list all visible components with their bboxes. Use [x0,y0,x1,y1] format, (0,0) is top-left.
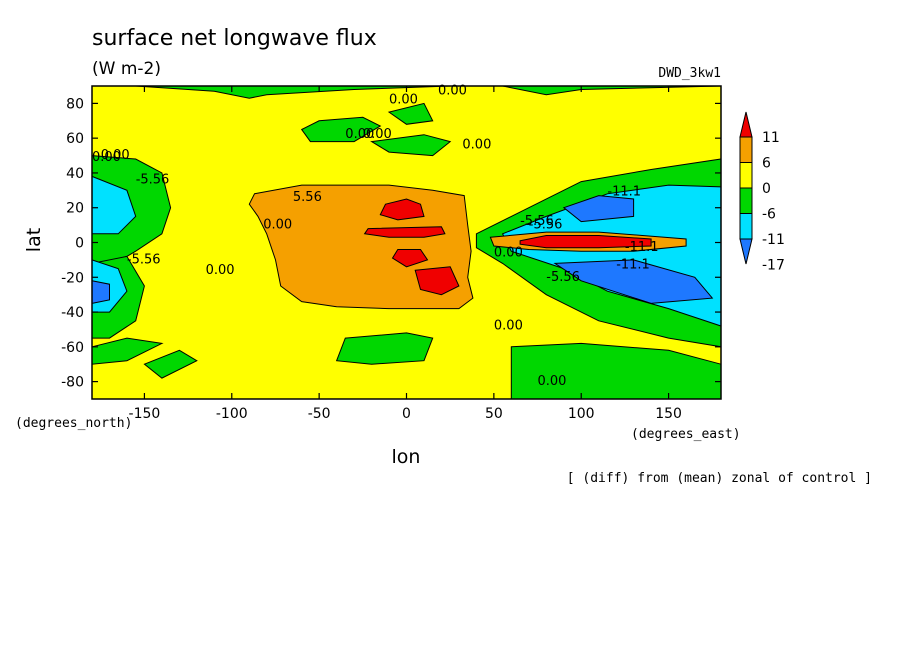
contour-label: -11.1 [625,240,659,255]
colorbar-label: -17 [762,258,785,274]
contour-label: 0.00 [101,148,130,163]
y-tick-label: -20 [61,270,84,286]
chart-title: surface net longwave flux [92,26,377,51]
y-unit-label: (degrees_north) [15,416,132,431]
contour-region-4 [414,266,460,296]
y-tick-label: 20 [66,201,84,217]
x-tick-label: 100 [568,406,595,422]
y-axis: 80 60 40 20 0 -20 -40 -60 -80 [61,96,721,391]
colorbar: 11 6 0 -6 -11 -17 [739,111,785,274]
plot-area: 0.000.000.000.000.000.000.000.000.00-5.5… [91,84,722,400]
contour-region-22 [143,349,198,379]
y-tick-label: 0 [75,236,84,252]
colorbar-bottom-arrow [739,238,753,265]
contour-label: -5.56 [136,172,170,187]
x-tick-label: -100 [216,406,248,422]
contour-labels: 0.000.000.000.000.000.000.000.000.00-5.5… [92,84,659,389]
contour-label: 5.56 [293,190,322,205]
y-tick-label: 40 [66,166,84,182]
caption: [ (diff) from (mean) zonal of control ] [567,471,872,486]
contour-label: -11.1 [607,185,641,200]
contour-label: 0.00 [389,92,418,107]
contour-label: -11.1 [616,258,650,273]
contour-region-20 [370,134,452,157]
contour-region-17 [300,116,382,143]
colorbar-swatch [739,187,753,214]
contour-label: -5.56 [520,214,554,229]
contour-label: 0.00 [263,218,292,233]
contour-label: -5.56 [529,218,563,233]
colorbar-label: 0 [762,181,771,197]
colorbar-swatch [739,213,753,240]
contour-label: 0.00 [438,84,467,99]
contour-region-3 [391,249,429,268]
x-axis-label: lon [392,446,421,468]
colorbar-swatch [739,136,753,163]
x-axis: -150 -100 -50 0 50 100 150 [129,86,682,422]
contour-label: 0.00 [494,318,523,333]
contour-region-13 [553,259,714,304]
y-tick-label: 60 [66,131,84,147]
contour-label: -5.56 [127,252,161,267]
x-tick-label: 0 [402,406,411,422]
colorbar-label: 11 [762,130,780,146]
contour-label: 0.00 [92,150,121,165]
colorbar-label: 6 [762,156,771,172]
colorbar-label: -6 [762,207,776,223]
contour-label: 0.00 [462,138,491,153]
contour-regions [91,85,722,400]
y-tick-label: 80 [66,96,84,112]
contour-region-21 [335,332,434,365]
contour-label: -5.56 [546,270,580,285]
contour-label: 0.00 [494,245,523,260]
contour-region-1 [379,198,425,221]
chart-units: (W m-2) [92,59,161,79]
x-tick-label: -50 [308,406,331,422]
contour-label: 0.00 [345,127,374,142]
x-tick-label: -150 [129,406,161,422]
x-tick-label: 50 [485,406,503,422]
contour-region-9 [91,280,110,305]
colorbar-label: -11 [762,232,785,248]
colorbar-swatch [739,162,753,189]
colorbar-top-arrow [739,111,753,138]
experiment-label: DWD_3kw1 [658,66,721,81]
contour-region-18 [387,102,434,125]
y-tick-label: -60 [61,340,84,356]
x-tick-label: 150 [655,406,682,422]
y-tick-label: -80 [61,375,84,391]
x-unit-label: (degrees_east) [631,427,741,442]
contour-label: 0.00 [206,263,235,278]
y-axis-label: lat [23,228,45,252]
contour-region-15 [519,235,652,249]
contour-label: 0.00 [363,127,392,142]
contour-label: 0.00 [538,374,567,389]
y-tick-label: -40 [61,305,84,321]
contour-region-12 [562,195,635,223]
contour-region-2 [363,226,446,238]
